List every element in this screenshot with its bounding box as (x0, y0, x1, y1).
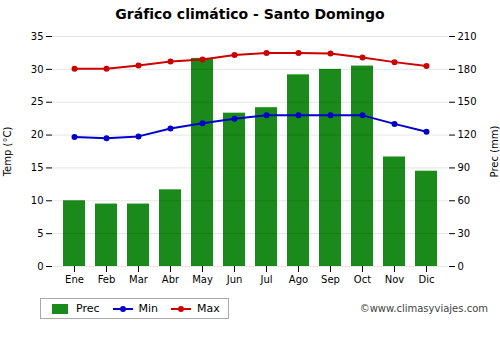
html-text:Prec: Prec (76, 302, 100, 315)
svg-text:May: May (192, 274, 213, 285)
svg-text:Temp (°C): Temp (°C) (2, 127, 13, 178)
svg-text:180: 180 (458, 64, 477, 75)
svg-text:Oct: Oct (354, 274, 371, 285)
svg-text:Mar: Mar (129, 274, 149, 285)
svg-text:0: 0 (458, 261, 464, 272)
svg-text:Dic: Dic (419, 274, 435, 285)
html-text:Max: Max (197, 302, 220, 315)
svg-text:Sep: Sep (321, 274, 340, 285)
svg-text:30: 30 (31, 64, 44, 75)
svg-text:Prec (mm): Prec (mm) (489, 125, 500, 177)
svg-text:15: 15 (31, 162, 44, 173)
svg-text:20: 20 (31, 129, 44, 140)
svg-text:Jul: Jul (259, 274, 272, 285)
svg-text:Feb: Feb (98, 274, 116, 285)
svg-text:10: 10 (31, 195, 44, 206)
svg-text:90: 90 (458, 162, 471, 173)
svg-text:35: 35 (31, 31, 44, 42)
html-text:Gráfico climático - Santo Domi: Gráfico climático - Santo Domingo (115, 6, 385, 22)
html-text:Min: Min (138, 302, 159, 315)
svg-text:25: 25 (31, 96, 44, 107)
svg-text:60: 60 (458, 195, 471, 206)
svg-text:Nov: Nov (385, 274, 405, 285)
svg-text:150: 150 (458, 96, 477, 107)
svg-text:0: 0 (37, 261, 43, 272)
svg-text:120: 120 (458, 129, 477, 140)
svg-text:Abr: Abr (162, 274, 180, 285)
svg-text:5: 5 (37, 228, 43, 239)
html-text:©www.climasyviajes.com: ©www.climasyviajes.com (359, 303, 488, 314)
svg-text:30: 30 (458, 228, 471, 239)
svg-text:Ago: Ago (289, 274, 308, 285)
svg-text:210: 210 (458, 31, 477, 42)
svg-text:Jun: Jun (226, 274, 243, 285)
svg-text:Ene: Ene (65, 274, 84, 285)
